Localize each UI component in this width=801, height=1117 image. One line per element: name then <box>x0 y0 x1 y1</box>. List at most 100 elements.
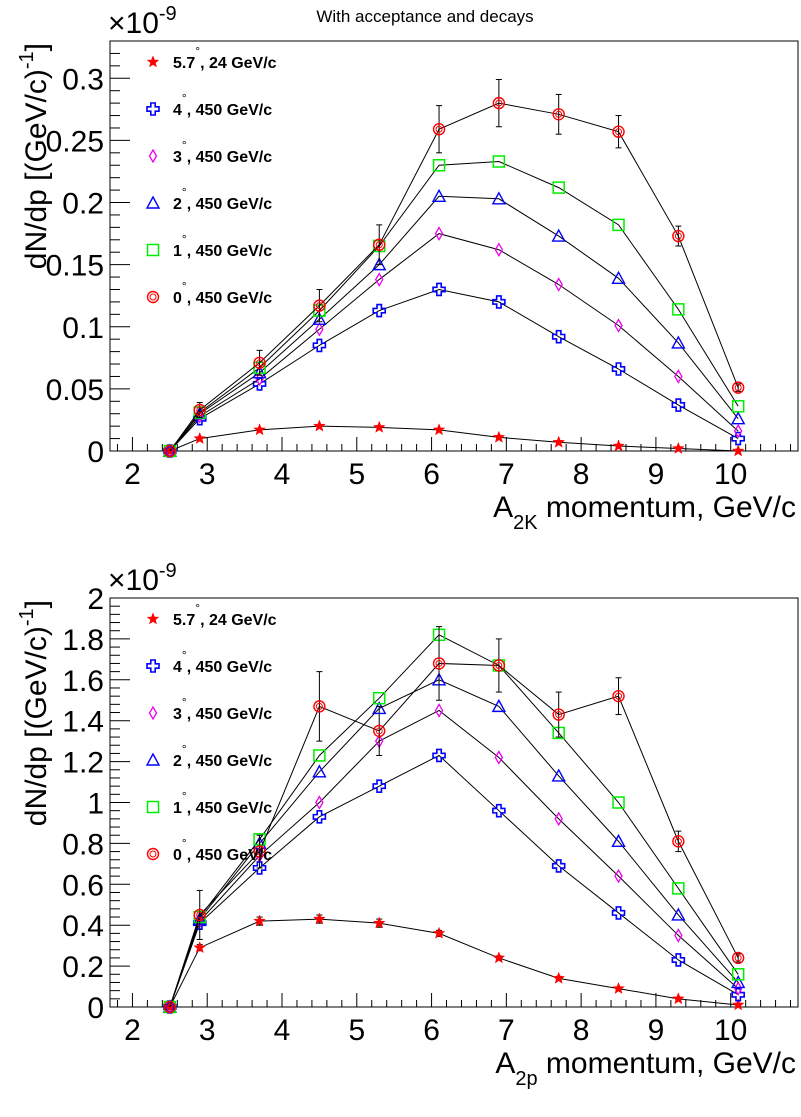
x-tick-label: 10 <box>714 1014 747 1047</box>
legend-label: 2°, 450 GeV/c <box>173 742 272 770</box>
series-line <box>169 754 739 1008</box>
data-point-inner <box>196 406 204 414</box>
data-point <box>312 338 327 353</box>
data-point <box>612 439 625 452</box>
data-point <box>731 968 745 981</box>
data-point <box>372 691 386 705</box>
x-tick-label: 5 <box>348 458 365 491</box>
data-point-inner <box>615 692 623 700</box>
data-point <box>432 282 446 297</box>
y-tick-label: 0 <box>87 992 104 1025</box>
legend-label: 1°, 450 GeV/c <box>173 232 272 260</box>
data-point-inner <box>615 128 623 136</box>
data-point <box>612 125 625 138</box>
data-point <box>491 698 507 713</box>
data-point <box>731 951 745 965</box>
data-point-inner <box>315 302 323 310</box>
legend-marker <box>148 705 158 721</box>
data-point <box>372 779 387 793</box>
data-point <box>552 435 566 448</box>
legend-marker <box>146 102 160 116</box>
data-point-inner <box>256 848 264 856</box>
legend-label: 2°, 450 GeV/c <box>173 185 272 213</box>
y-axis-title: dN/dp [(GeV/c)-1] <box>16 43 53 269</box>
data-point <box>193 403 206 417</box>
data-point <box>672 303 685 316</box>
data-point <box>731 998 745 1011</box>
data-point <box>253 356 266 369</box>
data-point <box>432 748 446 763</box>
y-tick-label: 0.1 <box>62 312 104 345</box>
data-point <box>731 444 745 457</box>
y-tick-label: 0.2 <box>62 951 104 984</box>
series-line <box>169 709 739 1008</box>
data-point <box>313 299 326 312</box>
data-point <box>611 270 626 285</box>
y-tick-label: 0.4 <box>62 910 104 943</box>
data-point <box>492 155 506 168</box>
data-point <box>492 659 506 672</box>
legend-marker <box>146 243 160 257</box>
x-axis-title: A2p momentum, GeV/c <box>495 1047 796 1090</box>
data-point <box>551 329 566 344</box>
data-point <box>611 833 626 848</box>
y-tick-label: 0.6 <box>62 869 104 902</box>
series-2 <box>165 703 743 1015</box>
data-point-inner <box>166 1003 174 1011</box>
data-point <box>612 981 625 995</box>
data-point <box>552 181 565 194</box>
data-point-inner <box>435 125 443 133</box>
data-point <box>672 835 685 848</box>
data-point <box>193 908 206 922</box>
x-tick-label: 4 <box>274 458 291 491</box>
data-point <box>492 951 506 964</box>
series-1 <box>163 748 745 1014</box>
data-point <box>432 657 446 670</box>
series-line <box>169 288 739 452</box>
legend-marker <box>145 195 161 209</box>
data-point <box>372 303 387 318</box>
y-tick-label: 1.4 <box>62 706 104 739</box>
data-point <box>674 928 683 943</box>
plot-frame <box>109 40 799 452</box>
series-line <box>169 195 739 452</box>
data-point <box>492 96 506 110</box>
data-point <box>313 749 326 762</box>
data-point <box>614 868 623 884</box>
x-tick-label: 3 <box>199 1014 216 1047</box>
data-point <box>551 859 566 873</box>
legend-label: 4°, 450 GeV/c <box>173 91 272 119</box>
data-point <box>611 362 626 376</box>
data-point <box>312 311 327 326</box>
data-point <box>434 226 444 241</box>
data-point <box>253 423 266 436</box>
x-tick-label: 2 <box>124 1014 141 1047</box>
top-plot-panel: 2 3 4 5 6 7 8 9 10 0 0.05 0.1 0.15 0.2 0.25 0.3×10-9 dN/… <box>16 3 799 534</box>
data-point <box>252 861 267 875</box>
figure-title: With acceptance and decays <box>316 7 533 26</box>
data-point-inner <box>734 954 742 962</box>
data-point-inner <box>495 99 503 107</box>
legend-marker-inner <box>149 850 157 858</box>
data-point <box>432 123 446 136</box>
data-point <box>253 914 266 927</box>
data-point <box>672 229 685 243</box>
data-point <box>730 974 746 989</box>
data-point <box>671 953 686 967</box>
data-point-inner <box>495 661 503 669</box>
data-point <box>612 796 625 809</box>
x-tick-label: 7 <box>498 458 515 491</box>
series-0 <box>163 419 745 457</box>
data-point <box>551 768 566 782</box>
x-axis-title: A2K momentum, GeV/c <box>493 491 796 534</box>
data-point <box>163 1000 177 1014</box>
y-tick-label: 0.05 <box>46 374 104 407</box>
data-point <box>312 810 327 824</box>
legend-label: 5.7°, 24 GeV/c <box>173 44 277 72</box>
data-point-inner <box>674 837 682 845</box>
data-point <box>312 764 327 778</box>
data-point <box>554 277 563 292</box>
data-point <box>315 795 324 810</box>
data-point <box>731 400 745 413</box>
